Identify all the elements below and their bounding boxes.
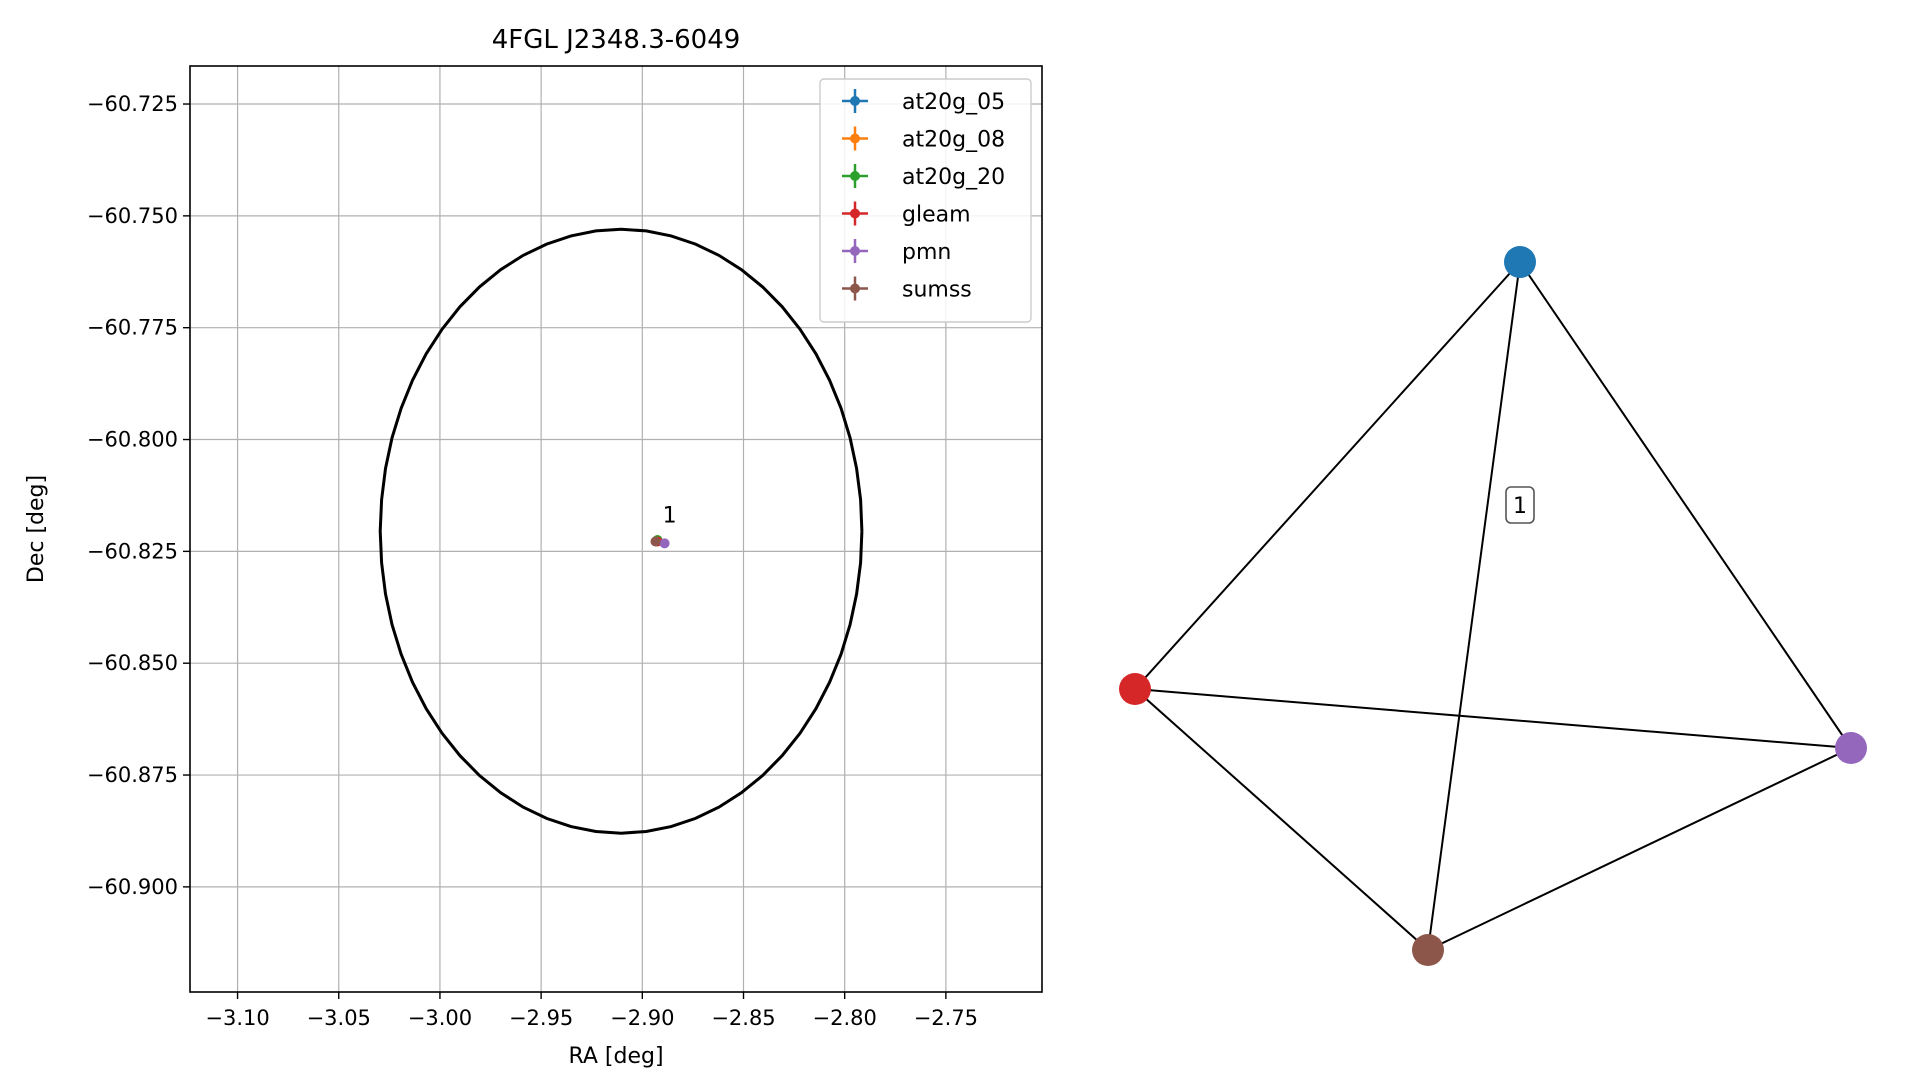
- chart-title: 4FGL J2348.3-6049: [492, 25, 741, 55]
- point-annotation: 1: [663, 503, 677, 528]
- edge-at20g-sumss: [1427, 261, 1521, 951]
- legend-entry-sumss: sumss: [842, 276, 972, 303]
- legend-entry-at20g_20: at20g_20: [842, 164, 1005, 190]
- x-tick-label: −2.90: [610, 1006, 674, 1030]
- x-tick-label: −3.05: [307, 1006, 371, 1030]
- node-gleam: [1119, 673, 1151, 705]
- network-label-box: [1505, 486, 1535, 524]
- network-panel: 1: [1119, 246, 1867, 966]
- annotations: 1: [663, 503, 677, 528]
- y-tick-label: −60.750: [87, 204, 178, 228]
- y-tick-label: −60.875: [87, 763, 178, 787]
- x-axis-label: RA [deg]: [568, 1044, 663, 1069]
- legend-box: [819, 78, 1032, 323]
- edge-gleam-sumss: [1134, 688, 1429, 951]
- legend-entry-at20g_08: at20g_08: [842, 126, 1005, 153]
- y-tick-label: −60.900: [87, 875, 178, 899]
- node-sumss: [1412, 934, 1444, 966]
- edge-pmn-sumss: [1427, 747, 1852, 951]
- point-sumss: [650, 536, 661, 547]
- ellipse-outline: [378, 227, 864, 835]
- edge-at20g-gleam: [1134, 261, 1521, 690]
- point-pmn: [659, 538, 670, 549]
- node-at20g: [1504, 246, 1536, 278]
- data-points: [650, 535, 670, 549]
- legend-entry-at20g_05: at20g_05: [842, 89, 1005, 115]
- y-tick-label: −60.850: [87, 651, 178, 675]
- x-tick-label: −2.80: [813, 1006, 877, 1030]
- network-label-text: 1: [1513, 494, 1527, 519]
- y-ticks: −60.725 −60.750 −60.775 −60.800 −60.825 −60.8…: [87, 92, 190, 899]
- legend-marker: [850, 208, 860, 219]
- y-tick-label: −60.800: [87, 428, 178, 452]
- legend-entry-pmn: pmn: [842, 239, 951, 265]
- legend-marker: [850, 133, 860, 144]
- network-nodes: [1119, 246, 1867, 966]
- network-edges: [1134, 261, 1852, 951]
- legend-label: at20g_08: [902, 128, 1005, 153]
- axes-frame: [189, 65, 1043, 993]
- x-tick-label: −2.85: [711, 1006, 775, 1030]
- x-tick-label: −3.00: [408, 1006, 472, 1030]
- edge-at20g-pmn: [1519, 261, 1852, 749]
- legend-entry-gleam: gleam: [842, 201, 971, 228]
- network-label: 1: [1505, 486, 1535, 524]
- legend-marker: [850, 283, 860, 294]
- legend-label: pmn: [902, 240, 951, 265]
- legend-label: at20g_05: [902, 90, 1005, 115]
- legend-label: gleam: [902, 203, 971, 228]
- x-ticks: −3.10 −3.05 −3.00 −2.95 −2.90 −2.85 −2.80 −2.75: [205, 992, 978, 1030]
- legend-marker: [850, 96, 860, 106]
- grid-lines: [190, 66, 1042, 992]
- y-tick-label: −60.775: [87, 316, 178, 340]
- legend-label: sumss: [902, 278, 972, 303]
- x-tick-label: −2.95: [509, 1006, 573, 1030]
- legend-marker: [850, 171, 860, 181]
- y-tick-label: −60.825: [87, 539, 178, 563]
- legend-marker: [850, 246, 860, 256]
- x-tick-label: −2.75: [914, 1006, 978, 1030]
- error-ellipse: [378, 227, 864, 835]
- y-tick-label: −60.725: [87, 92, 178, 116]
- x-tick-label: −3.10: [205, 1006, 269, 1030]
- scatter-panel: 1 −3.10 −3.05 −3.00 −2.95 −2.90 −2.85 −2.80 −2.…: [24, 25, 1043, 1069]
- legend-label: at20g_20: [902, 165, 1005, 190]
- y-axis-label: Dec [deg]: [24, 475, 49, 583]
- node-pmn: [1835, 732, 1867, 764]
- edge-gleam-pmn: [1134, 688, 1852, 749]
